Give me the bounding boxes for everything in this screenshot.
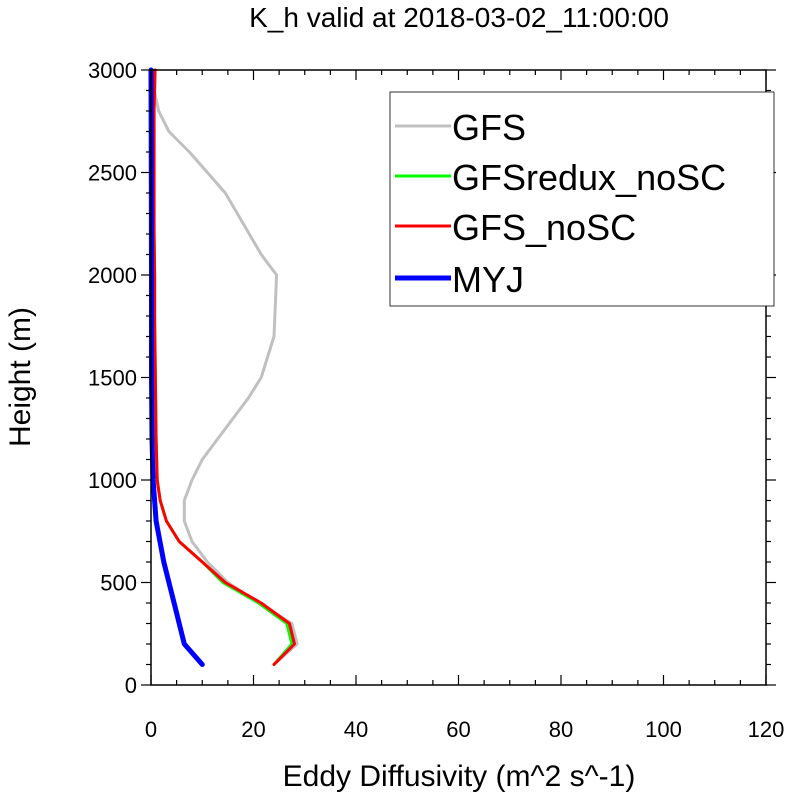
- legend-label-gfs-nosc: GFS_noSC: [452, 207, 636, 248]
- x-tick-label: 0: [145, 717, 157, 742]
- x-tick-label: 60: [446, 717, 470, 742]
- legend-label-gfsredux-nosc: GFSredux_noSC: [452, 157, 726, 198]
- y-tick-label: 1500: [88, 366, 137, 391]
- y-tick-label: 0: [125, 673, 137, 698]
- legend: GFS GFSredux_noSC GFS_noSC MYJ: [389, 91, 775, 307]
- series-line-gfs-nosc: [152, 68, 296, 666]
- x-tick-label: 120: [748, 717, 785, 742]
- y-tick-label: 1000: [88, 468, 137, 493]
- legend-label-gfs: GFS: [452, 107, 526, 148]
- x-tick-label: 40: [344, 717, 368, 742]
- x-axis-label: Eddy Diffusivity (m^2 s^-1): [283, 760, 636, 793]
- legend-label-myj: MYJ: [452, 259, 524, 300]
- y-tick-label: 2500: [88, 161, 137, 186]
- y-axis-label: Height (m): [4, 307, 37, 447]
- legend-box: [389, 91, 775, 307]
- y-tick-label: 3000: [88, 58, 137, 83]
- series-line-gfs: [151, 68, 299, 666]
- x-tick-label: 80: [549, 717, 573, 742]
- series-layer: [148, 67, 299, 667]
- y-tick-label: 500: [100, 571, 137, 596]
- x-tick-label: 20: [241, 717, 265, 742]
- x-tick-label: 100: [645, 717, 682, 742]
- chart-title: K_h valid at 2018-03-02_11:00:00: [249, 2, 669, 33]
- y-tick-label: 2000: [88, 263, 137, 288]
